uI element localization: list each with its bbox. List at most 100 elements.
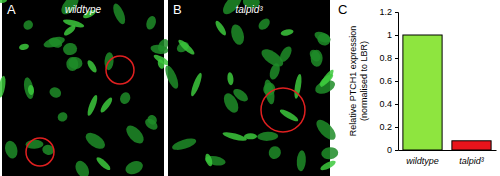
- y-tick: 1: [387, 30, 398, 40]
- cell: [171, 136, 198, 152]
- cell: [42, 35, 66, 50]
- cell: [56, 110, 69, 123]
- cell: [313, 117, 339, 143]
- x-tick-label: talpid³: [459, 156, 485, 166]
- cell: [66, 57, 78, 71]
- image-panel: Awildtype: [0, 0, 171, 176]
- cell: [0, 75, 7, 98]
- cell: [111, 2, 128, 26]
- x-tick: wildtype: [406, 150, 439, 166]
- cell: [73, 159, 92, 176]
- cell: [214, 19, 228, 37]
- cell: [62, 24, 77, 37]
- y-axis: 0 0.2 0.4 0.6 0.8 1 1.2: [379, 7, 398, 155]
- cell: [62, 42, 77, 56]
- y-tick-mark: [395, 127, 398, 128]
- bar: [452, 141, 491, 150]
- panel-label: wildtype: [65, 4, 102, 15]
- cell: [163, 64, 181, 91]
- x-axis: wildtype talpid³: [399, 150, 497, 166]
- cell: [227, 72, 234, 86]
- cell: [22, 18, 35, 31]
- cell: [189, 72, 204, 97]
- cell: [18, 43, 29, 51]
- cell: [99, 96, 114, 114]
- cell: [22, 77, 35, 100]
- y-tick: 0.6: [379, 76, 398, 86]
- x-tick-label: wildtype: [406, 156, 439, 166]
- cell: [145, 15, 158, 31]
- cell: [319, 159, 337, 172]
- cell: [318, 68, 335, 89]
- x-axis-line: [399, 150, 497, 151]
- y-tick: 1.2: [379, 7, 398, 17]
- cell: [267, 144, 283, 161]
- image-background: [168, 0, 330, 176]
- y-tick-mark: [395, 35, 398, 36]
- cell: [157, 58, 166, 69]
- image-panel: Btalpid³: [163, 0, 339, 176]
- panel-letter: C: [338, 2, 347, 17]
- cell: [95, 155, 112, 172]
- y-tick-label: 0.6: [379, 76, 392, 86]
- cell: [257, 132, 278, 142]
- cell: [313, 30, 332, 45]
- x-tick: talpid³: [459, 150, 485, 166]
- y-axis-title: Relative PTCH1 expression(normalised to …: [348, 26, 369, 137]
- y-tick-label: 0: [387, 145, 392, 155]
- cell: [177, 38, 197, 57]
- y-tick-mark: [395, 81, 398, 82]
- cell: [293, 73, 303, 99]
- cell: [268, 62, 282, 81]
- cell: [310, 50, 322, 67]
- image-background: [2, 0, 164, 176]
- cell: [86, 94, 99, 117]
- cell: [47, 36, 63, 50]
- panel-letter: A: [7, 2, 16, 17]
- cell: [27, 85, 34, 96]
- cell: [204, 153, 214, 167]
- bar: [403, 35, 442, 150]
- cell: [124, 159, 145, 176]
- cell: [3, 139, 19, 160]
- y-tick-label: 1.2: [379, 7, 392, 17]
- cell: [280, 28, 294, 37]
- cell: [86, 59, 99, 74]
- cell: [123, 122, 147, 146]
- cell: [0, 0, 7, 3]
- y-tick-label: 0.2: [379, 122, 392, 132]
- y-tick: 0.8: [379, 53, 398, 63]
- y-tick-mark: [395, 104, 398, 105]
- y-tick-mark: [395, 12, 398, 13]
- highlight-circle: [106, 56, 134, 84]
- cell: [296, 150, 306, 172]
- cells: [0, 0, 171, 176]
- y-tick-label: 1: [387, 30, 392, 40]
- cell: [278, 108, 299, 124]
- y-tick-mark: [395, 58, 398, 59]
- cell: [118, 91, 132, 106]
- cell: [318, 72, 335, 87]
- highlight-circle: [26, 138, 54, 166]
- cell: [83, 130, 108, 152]
- cell: [48, 85, 63, 99]
- y-axis-title-line: Relative PTCH1 expression: [348, 26, 358, 137]
- cell: [146, 113, 159, 126]
- cell: [229, 23, 246, 46]
- y-axis-title-line: (normalised to LBR): [359, 41, 369, 121]
- cell: [256, 16, 272, 32]
- cell: [321, 146, 339, 160]
- y-tick: 0.2: [379, 122, 398, 132]
- panel-label: talpid³: [235, 4, 263, 15]
- y-axis-line: [395, 13, 399, 151]
- cells: [163, 0, 339, 172]
- bars: [403, 35, 491, 150]
- y-tick-label: 0.4: [379, 99, 392, 109]
- figure: AwildtypeBtalpid³C00.20.40.60.811.2wildt…: [0, 0, 500, 176]
- y-tick-label: 0.8: [379, 53, 392, 63]
- cell: [221, 91, 241, 115]
- y-tick: 0.4: [379, 99, 398, 109]
- cell: [222, 130, 248, 142]
- y-tick-mark: [395, 150, 398, 151]
- panel-letter: B: [173, 2, 182, 17]
